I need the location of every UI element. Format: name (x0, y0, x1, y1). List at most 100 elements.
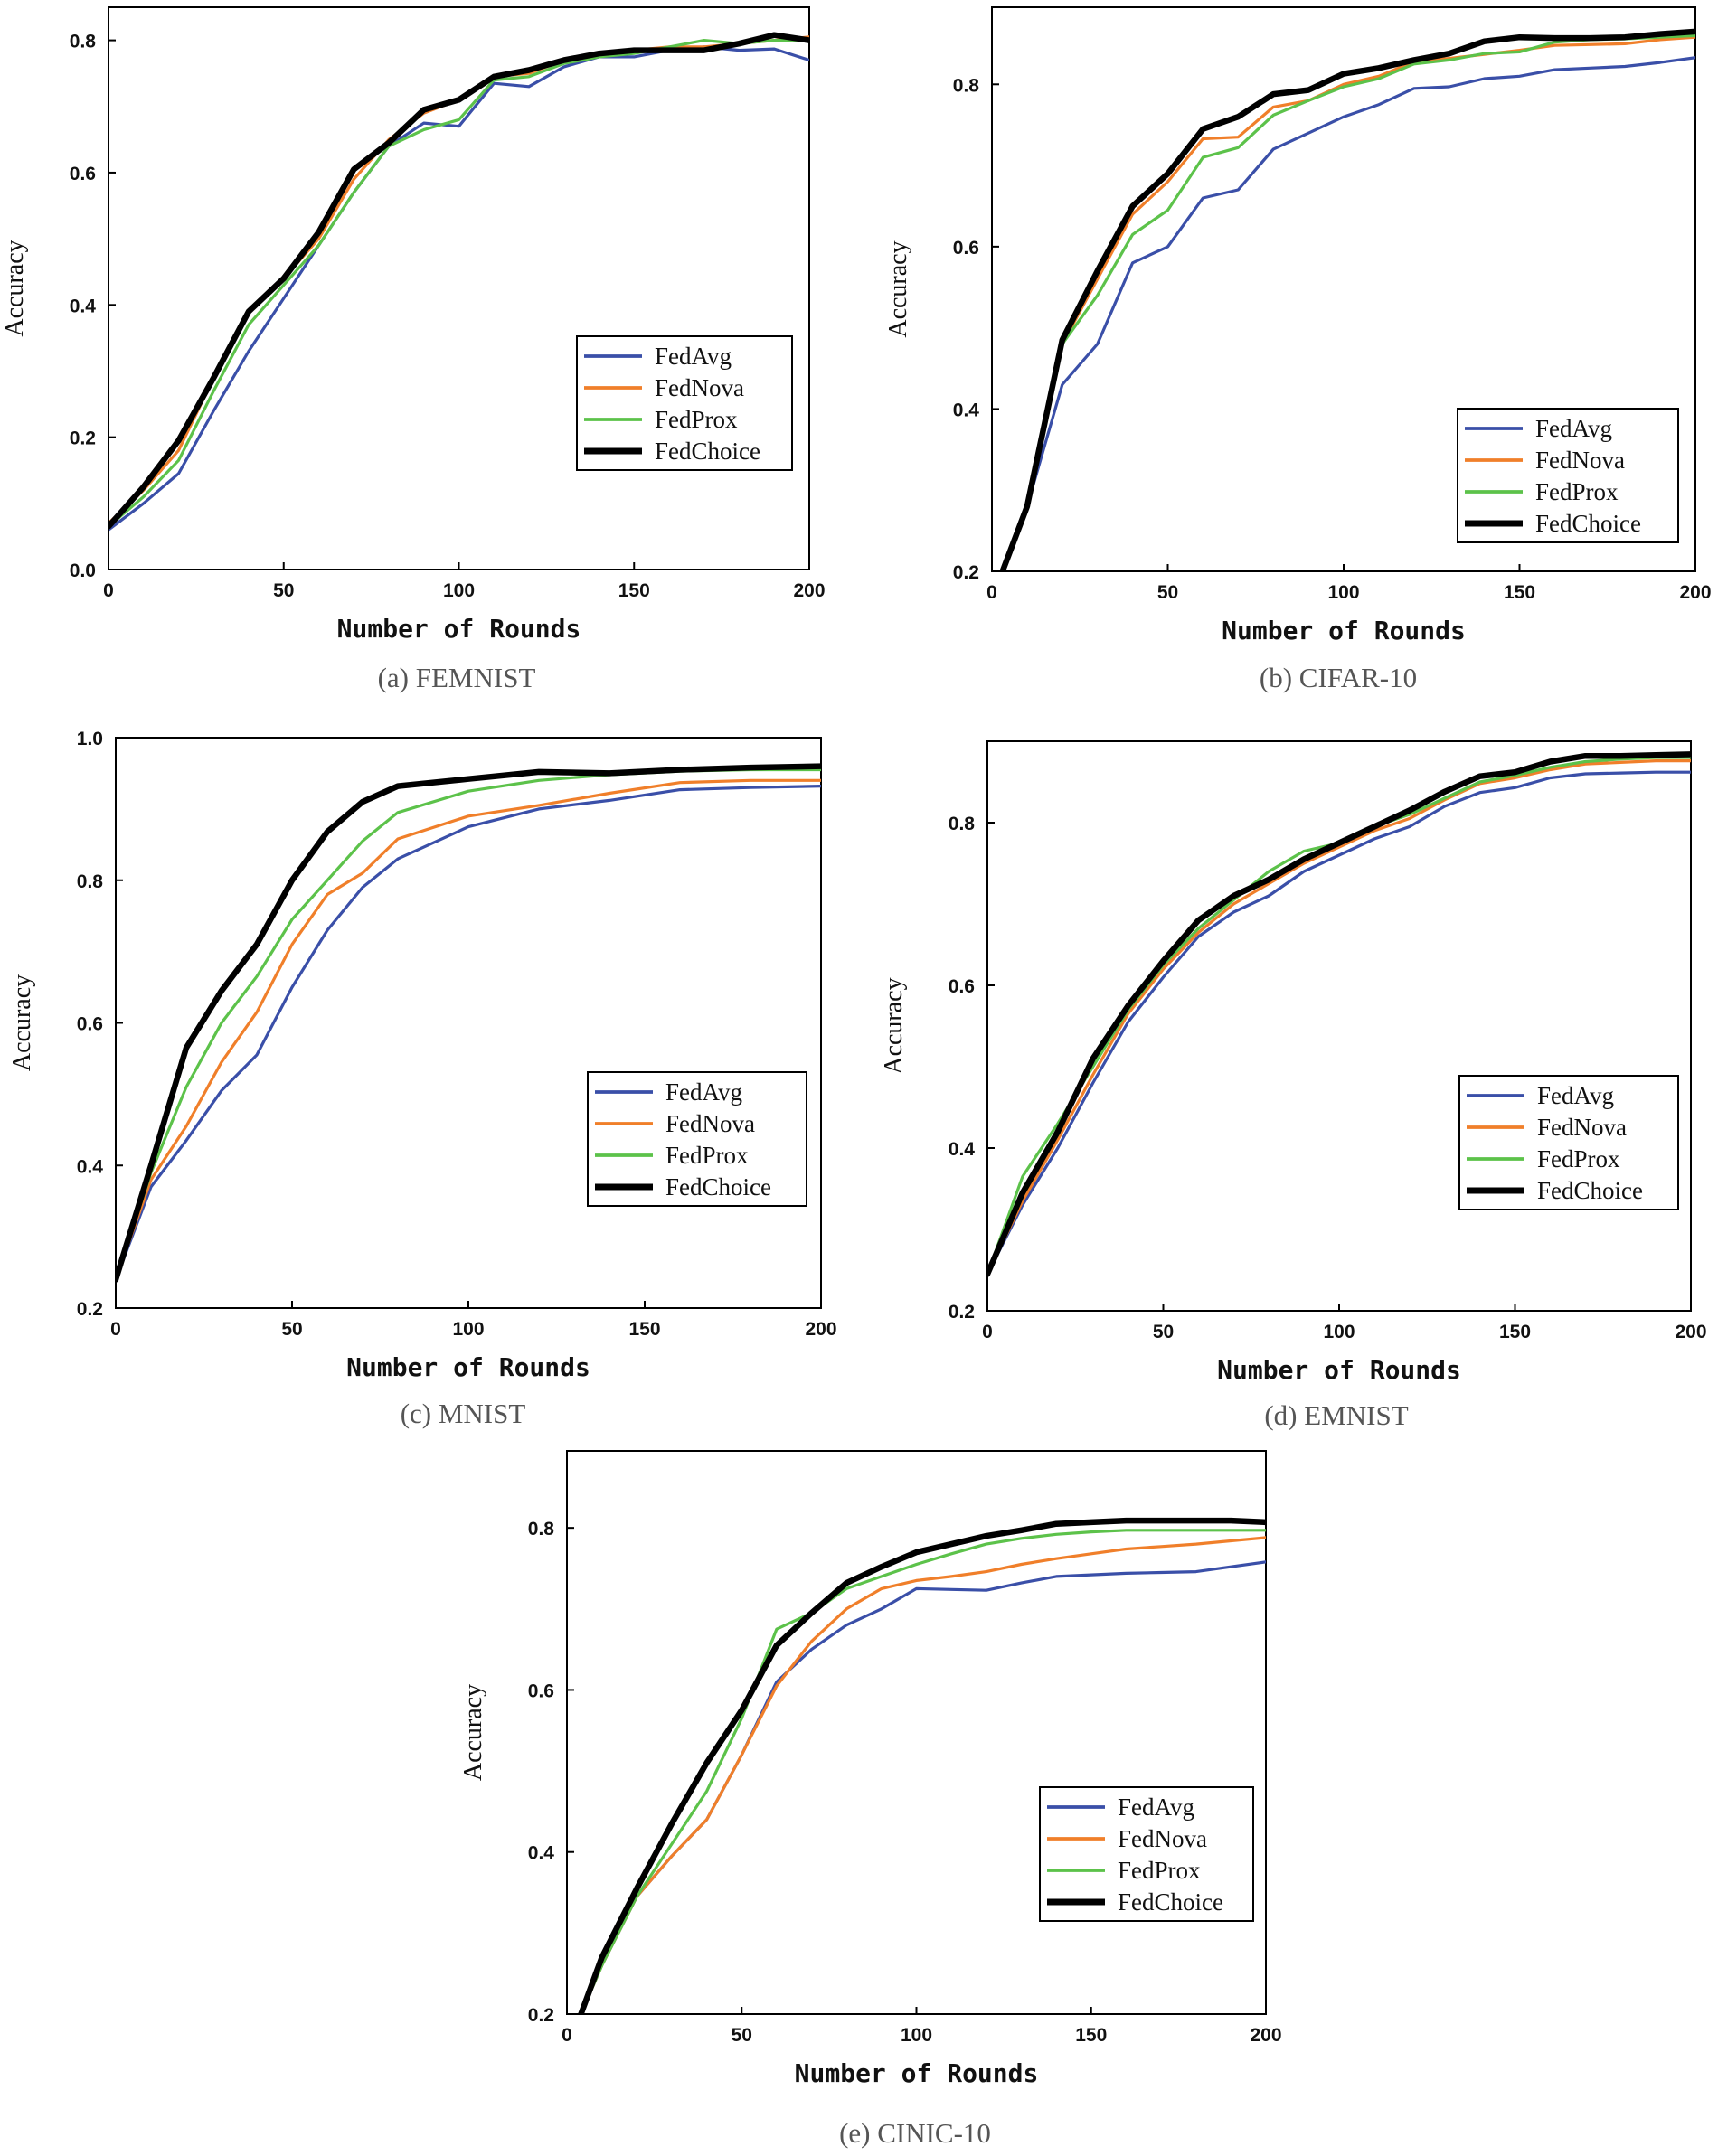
y-axis-label: Accuracy (8, 974, 36, 1071)
legend-label-fedavg: FedAvg (665, 1078, 742, 1106)
x-tick-label: 0 (982, 1322, 993, 1342)
x-tick-label: 150 (1504, 582, 1535, 603)
panel-caption: (e) CINIC-10 (839, 2117, 991, 2149)
legend-label-fedprox: FedProx (1535, 478, 1619, 505)
legend-label-fedprox: FedProx (1118, 1857, 1201, 1884)
x-tick-label: 150 (618, 580, 650, 601)
y-tick-label: 0.8 (77, 871, 104, 892)
y-tick-label: 1.0 (77, 729, 103, 749)
chart-panel-3: 0 50 100 150 200 0.2 0.4 0.6 0.8 1.0 Number of Rou… (8, 729, 837, 1429)
legend: FedAvg FedNova FedProx FedChoice (576, 335, 793, 471)
y-axis-label: Accuracy (459, 1684, 487, 1781)
x-tick-label: 50 (1157, 582, 1178, 603)
y-tick-label: 0.2 (77, 1299, 103, 1320)
y-tick-label: 0.6 (528, 1681, 554, 1701)
x-tick-label: 0 (562, 2025, 572, 2046)
x-tick-label: 200 (805, 1319, 836, 1340)
x-tick-label: 50 (1153, 1322, 1174, 1342)
panel-caption: (b) CIFAR-10 (1260, 662, 1417, 693)
y-tick-label: 0.8 (953, 75, 980, 96)
y-tick-label: 0.2 (953, 562, 979, 583)
x-tick-label: 150 (1075, 2025, 1107, 2046)
y-axis-label: Accuracy (1, 240, 29, 336)
y-tick-label: 0.6 (70, 164, 96, 184)
chart-panel-2: 0 50 100 150 200 0.2 0.4 0.6 0.8 Number of Rounds… (884, 6, 1712, 693)
series-line-fedchoice (578, 1517, 1266, 2014)
series-line-fedchoice (999, 28, 1695, 571)
legend-label-fednova: FedNova (1537, 1114, 1627, 1141)
plot-area (108, 6, 810, 570)
y-tick-label: 0.8 (528, 1519, 555, 1539)
y-axis-label: Accuracy (880, 977, 908, 1074)
legend-label-fednova: FedNova (655, 374, 744, 401)
legend-box (1458, 1075, 1679, 1210)
series-line-fednova (1001, 35, 1695, 571)
legend-box (1039, 1786, 1254, 1922)
legend: FedAvg FedNova FedProx FedChoice (1457, 408, 1679, 543)
panel-caption: (d) EMNIST (1264, 1399, 1408, 1431)
legend-label-fedchoice: FedChoice (1537, 1177, 1643, 1204)
legend-label-fedavg: FedAvg (655, 343, 732, 370)
series-group (116, 763, 821, 1283)
x-axis-label: Number of Rounds (346, 1352, 590, 1382)
x-tick-label: 100 (443, 580, 475, 601)
series-line-fedprox (579, 1529, 1266, 2014)
series-group (578, 1517, 1266, 2014)
x-axis-label: Number of Rounds (795, 2058, 1039, 2088)
y-tick-label: 0.0 (70, 560, 96, 581)
series-group (109, 32, 809, 532)
y-tick-label: 0.4 (949, 1139, 976, 1160)
plot-area (566, 1450, 1267, 2015)
series-group (987, 751, 1691, 1277)
legend-label-fedavg: FedAvg (1118, 1794, 1194, 1821)
x-tick-label: 150 (628, 1319, 660, 1340)
y-tick-label: 0.6 (949, 976, 975, 997)
y-axis-label: Accuracy (884, 240, 912, 337)
legend-label-fedavg: FedAvg (1535, 415, 1612, 442)
y-tick-label: 0.4 (70, 296, 97, 316)
legend-label-fedavg: FedAvg (1537, 1082, 1614, 1109)
y-tick-label: 0.2 (949, 1302, 975, 1323)
legend-box (576, 335, 793, 471)
x-tick-label: 100 (1327, 582, 1359, 603)
legend-label-fedprox: FedProx (665, 1142, 749, 1169)
series-group (999, 28, 1695, 571)
legend-label-fednova: FedNova (665, 1110, 755, 1137)
legend-label-fedchoice: FedChoice (1118, 1888, 1223, 1916)
series-line-fedchoice (109, 32, 809, 530)
legend: FedAvg FedNova FedProx FedChoice (587, 1071, 807, 1207)
series-line-fedchoice (116, 763, 821, 1283)
legend-label-fednova: FedNova (1118, 1825, 1207, 1852)
legend-label-fedchoice: FedChoice (1535, 510, 1641, 537)
legend: FedAvg FedNova FedProx FedChoice (1039, 1786, 1254, 1922)
series-line-fednova (116, 778, 821, 1282)
panel-caption: (a) FEMNIST (378, 662, 536, 693)
x-tick-label: 50 (281, 1319, 302, 1340)
x-tick-label: 0 (103, 580, 114, 601)
y-tick-label: 0.4 (77, 1156, 104, 1177)
legend-box (587, 1071, 807, 1207)
x-tick-label: 100 (901, 2025, 932, 2046)
x-tick-label: 50 (732, 2025, 752, 2046)
x-axis-label: Number of Rounds (337, 614, 581, 644)
chart-panel-5: 0 50 100 150 200 0.2 0.4 0.6 0.8 Number of Rounds… (459, 1450, 1282, 2149)
y-tick-label: 0.8 (70, 32, 97, 52)
legend-label-fedprox: FedProx (655, 406, 738, 433)
x-tick-label: 100 (452, 1319, 484, 1340)
x-tick-label: 150 (1499, 1322, 1531, 1342)
y-tick-label: 0.6 (953, 238, 979, 259)
y-tick-label: 0.2 (70, 428, 96, 449)
series-line-fedavg (116, 784, 821, 1282)
x-tick-label: 200 (1250, 2025, 1281, 2046)
y-tick-label: 0.8 (949, 814, 976, 834)
x-tick-label: 200 (1675, 1322, 1706, 1342)
x-tick-label: 0 (110, 1319, 121, 1340)
series-line-fednova (579, 1536, 1266, 2014)
y-tick-label: 0.2 (528, 2005, 554, 2026)
series-line-fedavg (1001, 56, 1695, 571)
series-line-fednova (987, 758, 1691, 1276)
x-tick-label: 200 (1679, 582, 1711, 603)
legend-label-fednova: FedNova (1535, 447, 1625, 474)
x-tick-label: 200 (793, 580, 825, 601)
